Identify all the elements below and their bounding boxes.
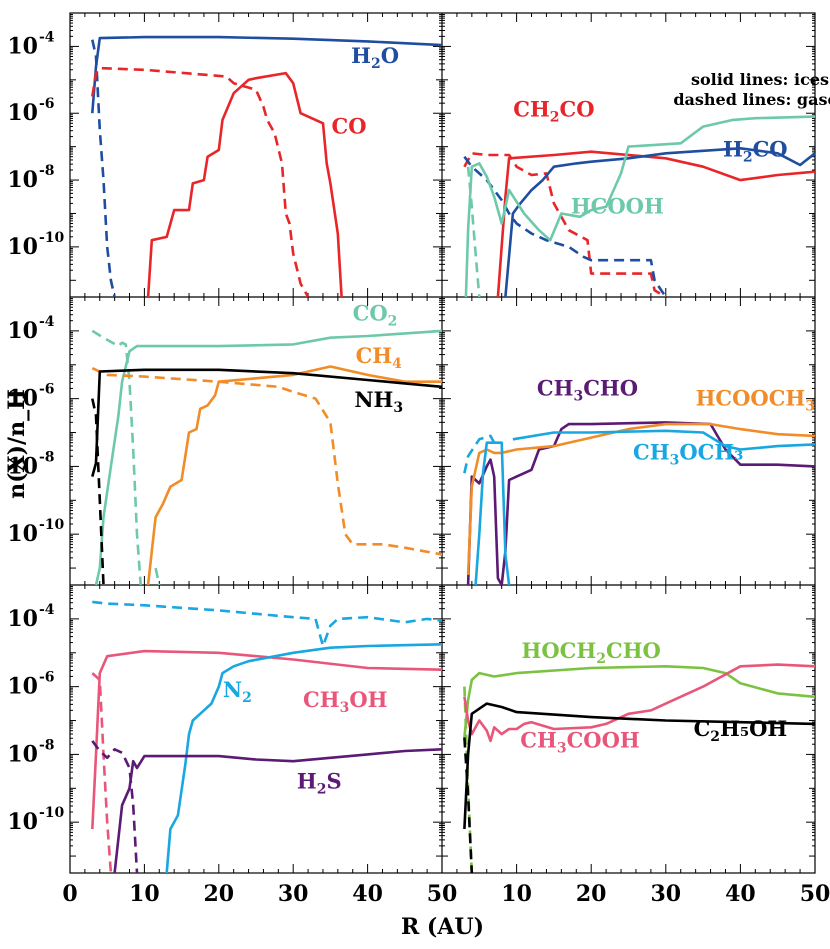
series-line <box>146 71 343 297</box>
y-tick-exponent: -6 <box>39 670 55 686</box>
series-line <box>463 152 667 297</box>
series-line <box>92 600 442 648</box>
series-label: H2CO <box>723 137 788 166</box>
y-tick-exponent: -4 <box>39 29 55 45</box>
y-tick-label: 10 <box>7 234 38 260</box>
x-axis-label: R (AU) <box>401 914 484 940</box>
series-label: CH3OCH₃ <box>633 440 743 469</box>
series-label: CH2CO <box>513 97 594 126</box>
series-label: CO2 <box>353 301 398 330</box>
panel-bottom-right: HOCH2CHO CH3COOH C2H₅OH <box>441 584 816 873</box>
series-line <box>463 737 474 873</box>
y-tick-exponent: -10 <box>39 805 65 821</box>
series-line <box>504 147 815 297</box>
series-label: CH3CHO <box>537 375 638 404</box>
series-line <box>113 748 442 873</box>
y-tick-label: 10 <box>7 521 38 547</box>
series-line <box>463 665 815 738</box>
x-tick-label: 50 <box>427 881 458 907</box>
series-line <box>463 155 667 297</box>
legend-note: solid lines: ices <box>691 70 829 89</box>
y-tick-label: 10 <box>7 386 38 412</box>
series-line <box>91 367 442 556</box>
series-line <box>91 39 116 297</box>
y-tick-label: 10 <box>7 33 38 59</box>
series-line <box>474 441 511 585</box>
series-line <box>464 115 815 297</box>
y-tick-label: 10 <box>7 100 38 126</box>
x-tick-label: 30 <box>278 881 309 907</box>
y-tick-label: 10 <box>7 741 38 767</box>
series-line <box>512 429 815 451</box>
series-line <box>91 66 310 297</box>
legend-note: dashed lines: gases <box>673 90 830 109</box>
series-line <box>165 643 442 873</box>
y-tick-label: 10 <box>7 167 38 193</box>
x-tick-label: 20 <box>576 881 607 907</box>
series-label: NH3 <box>354 387 403 416</box>
y-tick-exponent: -6 <box>39 96 55 112</box>
series-line <box>496 150 815 297</box>
y-tick-exponent: -10 <box>39 230 65 246</box>
y-tick-label: 10 <box>7 318 38 344</box>
y-tick-label: 10 <box>7 453 38 479</box>
series-label: CH3COOH <box>520 728 639 757</box>
y-tick-label: 10 <box>7 674 38 700</box>
x-tick-label: 10 <box>501 881 532 907</box>
series-label: HCOOCH3 <box>696 385 815 414</box>
y-tick-exponent: -8 <box>39 449 55 465</box>
series-line <box>91 740 139 873</box>
y-tick-exponent: -8 <box>39 737 55 753</box>
y-tick-exponent: -4 <box>39 314 55 330</box>
panel-mid-right: CH3CHO HCOOCH3 CH3OCH₃ <box>441 296 816 585</box>
series-label: HOCH2CHO <box>522 638 661 667</box>
series-label: CO <box>331 113 366 138</box>
series-line <box>94 329 442 585</box>
panel-top-right: CH2CO H2CO HCOOH <box>441 12 816 297</box>
x-tick-label: 0 <box>62 881 77 907</box>
x-tick-label: 40 <box>352 881 383 907</box>
series-line <box>91 329 142 585</box>
y-tick-exponent: -8 <box>39 163 55 179</box>
series-label: H2S <box>297 768 342 797</box>
y-tick-exponent: -6 <box>39 382 55 398</box>
series-label: N2 <box>223 677 252 706</box>
series-line <box>466 422 815 575</box>
series-line <box>463 663 815 743</box>
series-line <box>91 398 105 585</box>
x-tick-label: 10 <box>129 881 160 907</box>
x-tick-label: 30 <box>650 881 681 907</box>
series-line <box>463 702 815 830</box>
x-tick-label: 40 <box>725 881 756 907</box>
series-line <box>466 166 481 297</box>
series-line <box>463 434 496 474</box>
x-tick-label: 50 <box>800 881 830 907</box>
series-label: HCOOH <box>571 193 664 218</box>
y-tick-exponent: -10 <box>39 517 65 533</box>
y-tick-label: 10 <box>7 809 38 835</box>
series-label: CH3OH <box>303 687 387 716</box>
y-tick-exponent: -4 <box>39 602 55 618</box>
series-line <box>154 567 161 585</box>
series-line <box>146 365 442 585</box>
series-label: CH4 <box>356 343 403 372</box>
series-label: C2H₅OH <box>694 716 788 745</box>
series-label: H2O <box>351 43 399 72</box>
y-axis-label: n(X)/n_H <box>4 389 30 499</box>
y-tick-label: 10 <box>7 606 38 632</box>
series-line <box>466 421 815 585</box>
x-tick-label: 20 <box>203 881 234 907</box>
series-line <box>91 649 442 830</box>
